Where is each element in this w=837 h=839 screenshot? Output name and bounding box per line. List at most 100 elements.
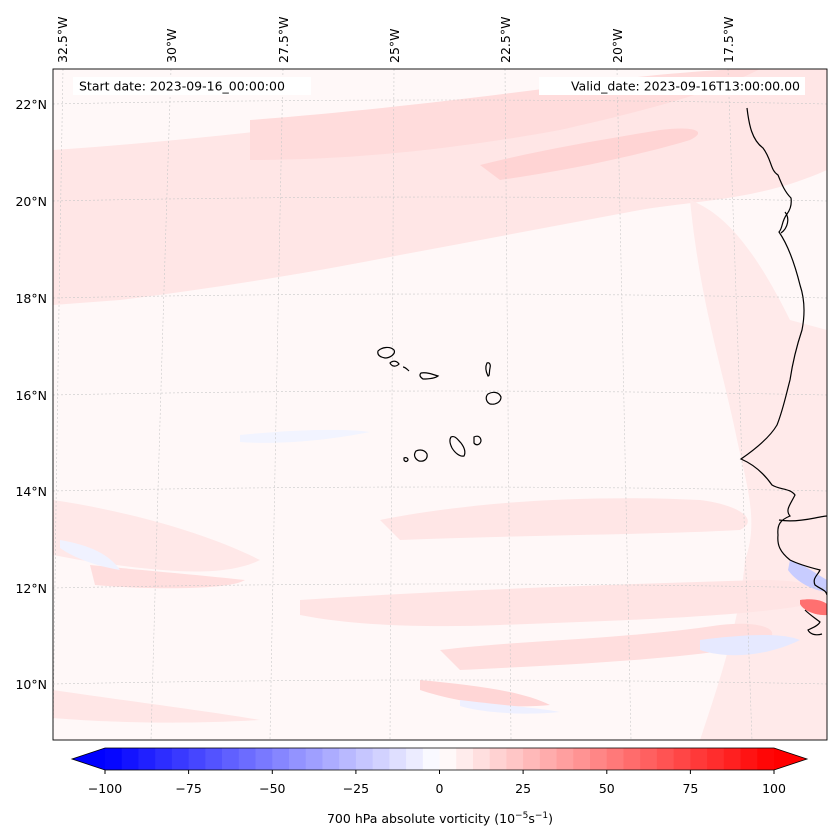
colorbar-cell: [171, 748, 190, 770]
positive-vorticity-streak: [480, 128, 699, 180]
colorbar-cell: [322, 748, 340, 770]
island-sao-vicente: [389, 360, 400, 367]
negative-vorticity-streak: [240, 429, 370, 443]
central-vorticity-band: [380, 498, 748, 540]
colorbar-cell: [539, 748, 557, 770]
colorbar-tick-label: 25: [515, 781, 531, 796]
colorbar-cell: [439, 748, 457, 770]
negative-vorticity-patch: [60, 540, 120, 570]
colorbar-cell: [389, 748, 407, 770]
lon-label-27-5w: 27.5°W: [276, 17, 291, 63]
colorbar-cell: [406, 748, 424, 770]
valid-date-box: [539, 77, 805, 95]
colorbar-cell: [757, 748, 775, 770]
colorbar-cell: [288, 748, 307, 770]
start-date-box: [73, 77, 311, 95]
senegal-gambia-coast: [778, 515, 827, 522]
colorbar-title-exponent: −1: [535, 811, 548, 821]
negative-vorticity-patch: [700, 635, 800, 656]
positive-vorticity-band: [53, 69, 827, 305]
island-maio: [473, 435, 482, 446]
meridian-30w: [150, 69, 172, 740]
island-fogo: [413, 449, 428, 462]
southern-vorticity-streak: [90, 565, 245, 589]
colorbar-title-unit: s: [528, 811, 535, 826]
bottom-vorticity-streak: [53, 690, 260, 723]
colorbar-cell: [238, 748, 256, 770]
colorbar-tick-label: −100: [88, 781, 122, 796]
colorbar-cell: [272, 748, 290, 770]
colorbar-cell: [305, 748, 323, 770]
island-santiago: [449, 435, 466, 457]
colorbar-cell: [205, 748, 223, 770]
lon-label-17-5w: 17.5°W: [721, 17, 736, 63]
colorbar-cell: [606, 748, 624, 770]
colorbar-cell: [121, 748, 139, 770]
lower-vorticity-band: [300, 580, 827, 627]
colorbar-cell: [255, 748, 273, 770]
southern-vorticity-patch: [53, 500, 260, 572]
colorbar-cell: [690, 748, 708, 770]
valid-date-label: Valid_date: 2023-09-16T13:00:00.00: [571, 79, 800, 94]
colorbar-tick-label: −50: [259, 781, 285, 796]
colorbar-max-extension: [774, 748, 807, 770]
colorbar-tick-label: 100: [762, 781, 786, 796]
colorbar-cell: [155, 748, 173, 770]
colorbar-cell: [355, 748, 374, 770]
start-date-label: Start date: 2023-09-16_00:00:00: [79, 79, 285, 94]
island-boa-vista: [485, 391, 502, 405]
colorbar-cell: [556, 748, 574, 770]
negative-vorticity-streak: [460, 700, 560, 714]
lat-label-10n: 10°N: [15, 677, 47, 692]
colorbar-title-main: 700 hPa absolute vorticity (10: [327, 811, 515, 826]
meridian-22-5w: [504, 69, 512, 740]
colorbar-cell: [222, 748, 240, 770]
lat-label-12n: 12°N: [15, 581, 47, 596]
coastline: [739, 107, 827, 636]
coastal-inlet: [780, 211, 789, 234]
colorbar-cell: [506, 748, 524, 770]
colorbar-cells: [105, 748, 775, 770]
negative-vorticity-max: [788, 560, 827, 592]
meridian-20w: [616, 69, 632, 740]
colorbar-cell: [640, 748, 658, 770]
colorbar-tick-label: 50: [599, 781, 615, 796]
colorbar-cell: [489, 748, 507, 770]
lon-label-25w: 25°W: [387, 28, 402, 63]
cape-verde-islands: [377, 346, 502, 463]
lat-label-16n: 16°N: [15, 388, 47, 403]
lat-label-14n: 14°N: [15, 484, 47, 499]
colorbar-cell: [573, 748, 591, 770]
colorbar-cell: [188, 748, 206, 770]
island-santa-luzia: [402, 366, 410, 372]
guinea-bissau-coast: [804, 609, 823, 636]
lon-label-22-5w: 22.5°W: [498, 17, 513, 63]
colorbar-tick-label: −25: [343, 781, 369, 796]
island-santo-antao: [377, 346, 395, 359]
colorbar-min-extension: [72, 748, 105, 770]
lat-label-18n: 18°N: [15, 291, 47, 306]
island-sao-nicolau: [419, 372, 440, 380]
colorbar-cell: [656, 748, 675, 770]
colorbar-title: 700 hPa absolute vorticity (10−5s−1): [327, 811, 553, 826]
colorbar-cell: [723, 748, 741, 770]
colorbar-tick-label: −75: [175, 781, 201, 796]
colorbar-tick-label: 75: [682, 781, 698, 796]
colorbar-tick-label: 0: [436, 781, 444, 796]
colorbar: −100 −75 −50 −25 0 25 50 75 100 700 hPa …: [70, 747, 809, 826]
lon-label-20w: 20°W: [610, 28, 625, 63]
southern-vorticity-max: [420, 680, 550, 707]
lon-label-32-5w: 32.5°W: [55, 17, 70, 63]
colorbar-cell: [105, 748, 123, 770]
colorbar-cell: [707, 748, 725, 770]
colorbar-cell: [456, 748, 474, 770]
west-africa-coastline: [739, 107, 827, 596]
island-sal: [485, 362, 491, 377]
lower-vorticity-streak: [440, 623, 773, 670]
colorbar-cell: [138, 748, 156, 770]
graticule: [53, 69, 827, 740]
colorbar-cell: [590, 748, 608, 770]
map-panel: Start date: 2023-09-16_00:00:00 Valid_da…: [52, 68, 828, 741]
meridian-25w: [389, 69, 395, 740]
